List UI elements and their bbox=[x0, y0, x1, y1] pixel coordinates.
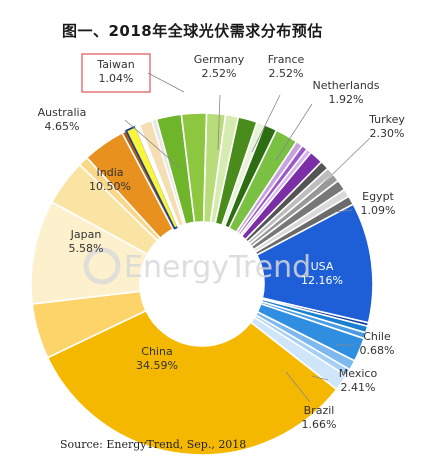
slice-label-india: India bbox=[97, 166, 124, 179]
slice-label-france: France bbox=[268, 53, 305, 66]
pie-slice-brazil bbox=[249, 316, 348, 391]
slice-value-japan: 5.58% bbox=[69, 242, 104, 255]
leader-line-taiwan bbox=[147, 72, 185, 93]
slice-label-chile: Chile bbox=[363, 330, 391, 343]
slice-value-india: 10.50% bbox=[89, 180, 131, 193]
watermark-logo-icon bbox=[83, 247, 121, 285]
slice-value-germany: 2.52% bbox=[202, 67, 237, 80]
pie-slices bbox=[30, 112, 374, 456]
slice-label-brazil: Brazil bbox=[304, 404, 335, 417]
leader-line-brazil bbox=[285, 371, 311, 403]
chart-source: Source: EnergyTrend, Sep., 2018 bbox=[60, 438, 247, 451]
label-box-taiwan bbox=[81, 53, 151, 93]
slice-value-australia: 4.65% bbox=[45, 120, 80, 133]
leader-line-mexico bbox=[311, 375, 329, 381]
slice-label-australia: Australia bbox=[38, 106, 87, 119]
leader-line-netherlands bbox=[275, 103, 313, 161]
slice-value-netherlands: 1.92% bbox=[329, 93, 364, 106]
slice-value-turkey: 2.30% bbox=[370, 127, 405, 140]
slice-value-usa: 12.16% bbox=[301, 274, 343, 287]
watermark-text: EnergyTrend bbox=[124, 250, 311, 285]
leader-line-germany bbox=[217, 94, 221, 151]
slice-label-egypt: Egypt bbox=[362, 190, 394, 203]
slice-value-egypt: 1.09% bbox=[361, 204, 396, 217]
slice-label-germany: Germany bbox=[194, 53, 245, 66]
slice-value-france: 2.52% bbox=[269, 67, 304, 80]
slice-label-turkey: Turkey bbox=[368, 113, 405, 126]
leader-line-turkey bbox=[305, 137, 371, 201]
slice-label-netherlands: Netherlands bbox=[312, 79, 379, 92]
slice-label-japan: Japan bbox=[70, 228, 102, 241]
slice-value-china: 34.59% bbox=[136, 359, 178, 372]
pie-slice-china bbox=[46, 309, 338, 456]
slice-value-chile: 0.68% bbox=[360, 344, 395, 357]
pie-slice-usa bbox=[255, 203, 374, 324]
leader-line-australia bbox=[124, 119, 181, 169]
chart-title: 图一、2018年全球光伏需求分布预估 bbox=[62, 22, 323, 40]
slice-value-mexico: 2.41% bbox=[341, 381, 376, 394]
slice-label-taiwan: Taiwan bbox=[96, 58, 134, 71]
slice-label-mexico: Mexico bbox=[339, 367, 378, 380]
watermark: EnergyTrend bbox=[83, 247, 311, 285]
slice-label-china: China bbox=[141, 345, 172, 358]
leader-line-france bbox=[251, 94, 281, 153]
slice-value-brazil: 1.66% bbox=[302, 418, 337, 431]
slice-label-usa: USA bbox=[311, 260, 334, 273]
slice-value-taiwan: 1.04% bbox=[99, 72, 134, 85]
leader-line-egypt bbox=[333, 209, 353, 213]
